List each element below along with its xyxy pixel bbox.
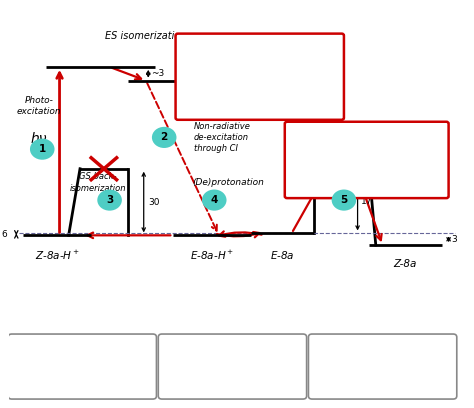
Text: $\oplus$: $\oplus$ <box>311 70 318 78</box>
Text: ES isomerization: ES isomerization <box>105 31 187 40</box>
FancyBboxPatch shape <box>175 33 344 120</box>
Text: 4: 4 <box>210 195 218 205</box>
Text: =N: =N <box>378 155 390 161</box>
Text: Non-radiative
de-excitation
through CI: Non-radiative de-excitation through CI <box>194 122 251 153</box>
Text: O: O <box>253 95 258 101</box>
Circle shape <box>30 139 55 160</box>
Text: 17: 17 <box>361 197 372 206</box>
Text: 30: 30 <box>148 197 160 206</box>
Text: =N: =N <box>397 361 407 366</box>
Text: O: O <box>76 381 81 387</box>
Text: S: S <box>368 150 372 155</box>
Text: O: O <box>357 177 363 184</box>
Text: 3: 3 <box>106 195 113 205</box>
FancyBboxPatch shape <box>158 334 307 399</box>
Text: (De)protonation: (De)protonation <box>192 178 264 187</box>
Circle shape <box>202 189 227 211</box>
Text: =N: =N <box>293 72 305 78</box>
Text: $E$-8a-H$^+$: $E$-8a-H$^+$ <box>190 249 234 262</box>
Text: 2: 2 <box>161 133 168 142</box>
Text: N: N <box>244 361 249 366</box>
FancyBboxPatch shape <box>8 334 156 399</box>
Text: Z-8a: Z-8a <box>394 259 417 269</box>
Text: GS back-
isomerization: GS back- isomerization <box>373 173 429 193</box>
Text: H: H <box>117 371 121 376</box>
Text: Photo-
excitation: Photo- excitation <box>17 96 61 116</box>
Text: =N: =N <box>96 361 106 366</box>
Text: 1: 1 <box>38 144 46 154</box>
Text: H: H <box>324 72 329 78</box>
Circle shape <box>97 189 122 211</box>
Text: 6: 6 <box>1 230 7 239</box>
Text: S: S <box>386 355 390 360</box>
Text: S: S <box>236 355 239 360</box>
Text: S: S <box>85 355 90 360</box>
Text: O: O <box>376 381 382 387</box>
Text: O: O <box>226 381 231 387</box>
Text: 3: 3 <box>452 235 457 244</box>
Text: H$^+$: H$^+$ <box>275 350 284 359</box>
Text: hν: hν <box>31 132 47 146</box>
Text: GS back-
isomerization: GS back- isomerization <box>70 173 127 193</box>
Circle shape <box>152 127 176 148</box>
Text: $\oplus$: $\oplus$ <box>112 358 118 366</box>
Text: $E$-8a: $E$-8a <box>270 249 295 261</box>
FancyBboxPatch shape <box>309 334 457 399</box>
Text: ~3: ~3 <box>152 69 164 78</box>
Text: S: S <box>264 65 267 70</box>
Text: 5: 5 <box>340 195 347 205</box>
Circle shape <box>332 189 356 211</box>
Text: Z-8a-H$^+$: Z-8a-H$^+$ <box>35 249 80 262</box>
FancyBboxPatch shape <box>285 122 448 198</box>
